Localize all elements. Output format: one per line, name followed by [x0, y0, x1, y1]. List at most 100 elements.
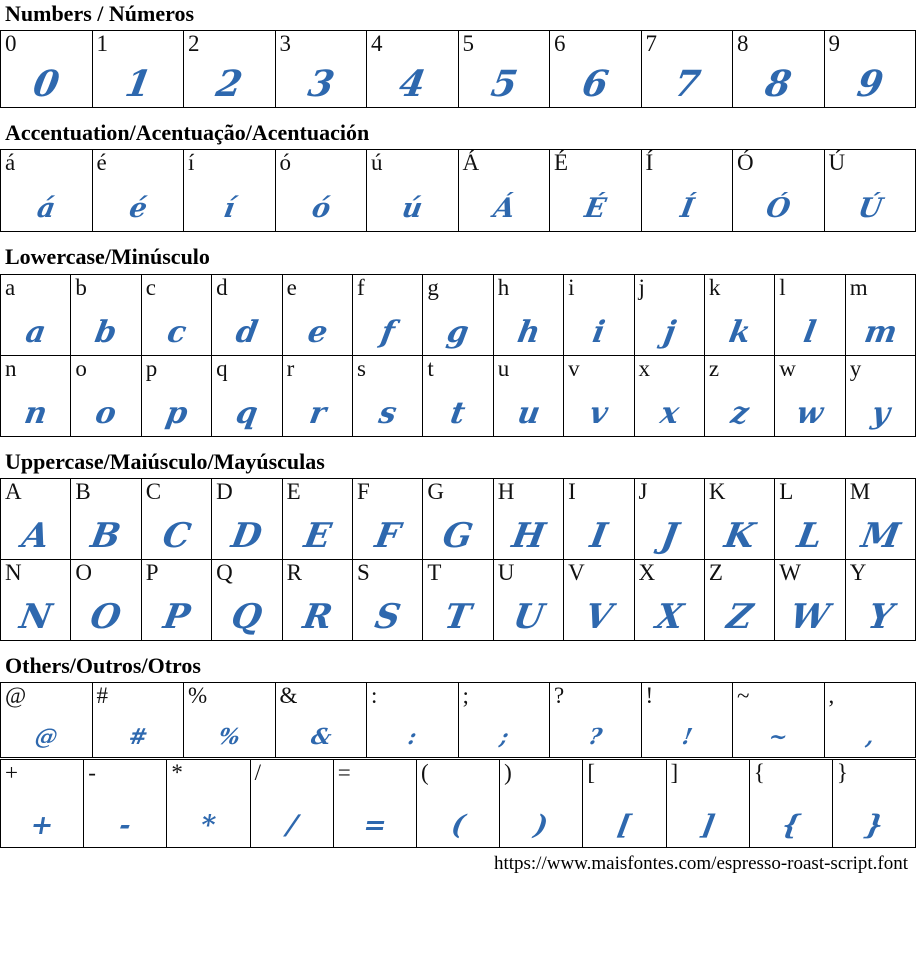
script-glyph: 4 — [364, 66, 461, 102]
reference-character: [ — [587, 760, 595, 786]
script-glyph: @ — [0, 726, 93, 748]
reference-character: # — [97, 683, 109, 709]
reference-character: } — [837, 760, 848, 786]
script-glyph: Í — [639, 195, 734, 222]
reference-character: í — [188, 150, 194, 176]
script-glyph: b — [69, 318, 144, 348]
reference-character: Á — [463, 150, 480, 176]
reference-character: B — [75, 479, 90, 505]
reference-character: 3 — [280, 31, 292, 57]
script-glyph: R — [280, 600, 355, 634]
script-glyph: A — [0, 519, 73, 553]
script-glyph: H — [491, 519, 566, 553]
script-glyph: d — [210, 318, 285, 348]
font-source-url[interactable]: https://www.maisfontes.com/espresso-roas… — [0, 853, 908, 875]
reference-character: J — [639, 479, 648, 505]
script-glyph: O — [68, 600, 143, 634]
script-glyph: m — [843, 318, 916, 348]
script-glyph: = — [331, 812, 418, 839]
reference-character: q — [216, 356, 228, 382]
script-glyph: L — [772, 519, 847, 553]
glyph-cell: ++ — [0, 759, 84, 848]
reference-character: F — [357, 479, 370, 505]
script-glyph: D — [209, 519, 284, 553]
script-glyph: Ó — [731, 195, 826, 222]
script-glyph: z — [702, 399, 777, 429]
reference-character: X — [639, 560, 656, 586]
reference-character: , — [829, 683, 835, 709]
reference-character: z — [709, 356, 719, 382]
script-glyph: ! — [640, 726, 734, 748]
reference-character: u — [498, 356, 510, 382]
reference-character: ] — [671, 760, 679, 786]
reference-character: ) — [504, 760, 512, 786]
reference-character: @ — [5, 683, 26, 709]
script-glyph: S — [350, 600, 425, 634]
reference-character: N — [5, 560, 22, 586]
reference-character: i — [568, 275, 574, 301]
reference-character: M — [850, 479, 870, 505]
reference-character: T — [427, 560, 441, 586]
script-glyph: 3 — [272, 66, 369, 102]
reference-character: Z — [709, 560, 723, 586]
script-glyph: á — [0, 195, 94, 222]
script-glyph: F — [350, 519, 425, 553]
reference-character: ó — [280, 150, 292, 176]
reference-character: ú — [371, 150, 383, 176]
script-glyph: w — [773, 399, 848, 429]
glyph-cell: && — [276, 682, 368, 758]
reference-character: ! — [646, 683, 654, 709]
script-glyph: J — [632, 519, 707, 553]
script-glyph: } — [830, 812, 916, 839]
reference-character: É — [554, 150, 568, 176]
reference-character: R — [287, 560, 302, 586]
section-title-lowercase: Lowercase/Minúsculo — [5, 245, 916, 269]
reference-character: 9 — [829, 31, 841, 57]
script-glyph: k — [702, 318, 777, 348]
script-glyph: E — [280, 519, 355, 553]
script-glyph: Á — [456, 195, 551, 222]
reference-character: k — [709, 275, 721, 301]
glyph-cell: == — [334, 759, 417, 848]
script-glyph: 6 — [547, 66, 644, 102]
reference-character: ~ — [737, 683, 749, 709]
glyph-cell: ~~ — [733, 682, 825, 758]
glyph-cell: @@ — [0, 682, 93, 758]
reference-character: : — [371, 683, 377, 709]
script-glyph: f — [350, 318, 425, 348]
glyph-cell: ## — [93, 682, 185, 758]
script-glyph: V — [561, 600, 636, 634]
reference-character: I — [568, 479, 576, 505]
reference-character: g — [427, 275, 439, 301]
reference-character: / — [255, 760, 261, 786]
script-glyph: Q — [209, 600, 284, 634]
reference-character: v — [568, 356, 580, 382]
reference-character: 2 — [188, 31, 200, 57]
reference-character: O — [75, 560, 92, 586]
